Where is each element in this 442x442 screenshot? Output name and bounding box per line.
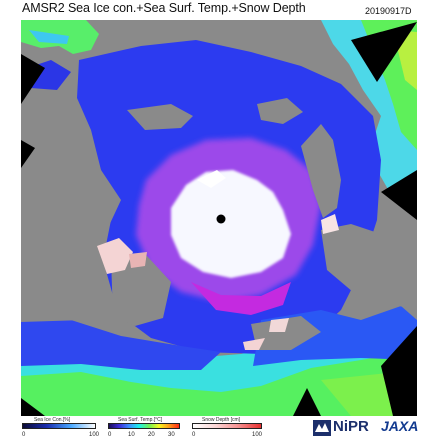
north-pole-marker-icon <box>216 214 226 224</box>
map-title: AMSR2 Sea Ice con.+Sea Surf. Temp.+Snow … <box>22 1 306 15</box>
legend-snow-title: Snow Depth [cm] <box>202 417 241 423</box>
legend-ice-title: Sea Ice Con.[%] <box>34 417 71 423</box>
legend-sst-tick-3: 30 <box>168 432 175 438</box>
legend-snow-colorbar <box>192 423 262 429</box>
legend-sst-tick-0: 0 <box>108 432 112 438</box>
legend-sst-colorbar <box>108 423 180 429</box>
polar-map <box>21 20 417 416</box>
jaxa-logo-icon: JAXA <box>381 418 419 434</box>
legend-snow-tick-1: 100 <box>252 432 263 438</box>
legend-sst-title: Sea Surf. Temp.[°C] <box>118 417 163 423</box>
nipr-logo-icon <box>313 420 331 436</box>
no-data-wedges <box>21 22 417 416</box>
map-date: 20190917D <box>365 6 412 16</box>
polar-map-graphic <box>21 20 417 416</box>
sea-ice-pack <box>171 170 291 278</box>
legend-ice-tick-1: 100 <box>89 432 100 438</box>
legend-sst-tick-1: 10 <box>128 432 135 438</box>
land-masses <box>21 98 417 350</box>
legend-sst-tick-2: 20 <box>148 432 155 438</box>
nipr-logo-text: NiPR <box>333 418 369 435</box>
snow-cover <box>97 214 339 350</box>
legend-ice-tick-0: 0 <box>22 432 26 438</box>
legend-ice-colorbar <box>22 423 96 429</box>
legend-snow-tick-0: 0 <box>192 432 196 438</box>
